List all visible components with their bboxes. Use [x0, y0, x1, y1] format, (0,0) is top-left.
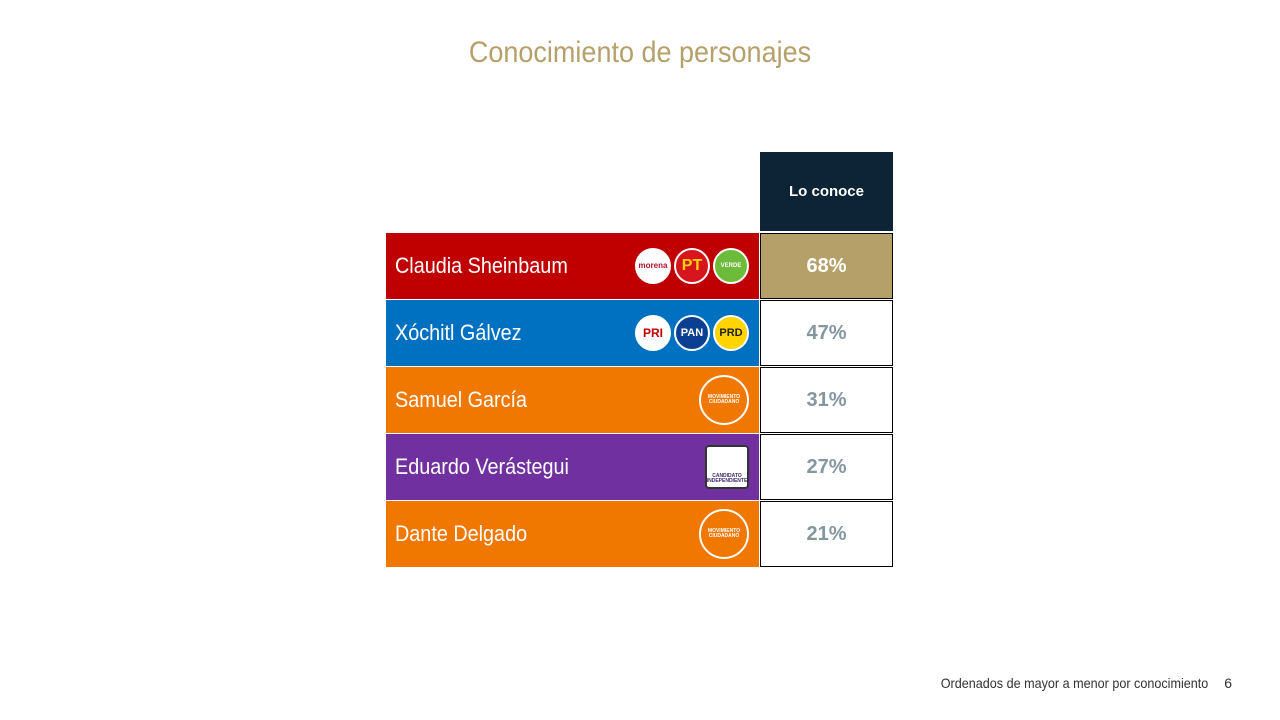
- candidate-name: Dante Delgado: [395, 521, 528, 546]
- value-cell: 27%: [760, 434, 893, 500]
- party-logo: MOVIMIENTO CIUDADANO: [699, 375, 749, 425]
- title: Conocimiento de personajes: [468, 36, 812, 69]
- table-row: Dante Delgado MOVIMIENTO CIUDADANO 21%: [386, 501, 893, 567]
- name-cell: Dante Delgado MOVIMIENTO CIUDADANO: [386, 501, 759, 567]
- party-logo: PT: [674, 248, 710, 284]
- value-cell: 21%: [760, 501, 893, 567]
- name-cell: Samuel García MOVIMIENTO CIUDADANO: [386, 367, 759, 433]
- party-logos: MOVIMIENTO CIUDADANO: [699, 501, 749, 567]
- party-logo: morena: [635, 248, 671, 284]
- name-cell: Eduardo Verástegui CANDIDATO INDEPENDIENT…: [386, 434, 759, 500]
- column-header: Lo conoce: [760, 152, 893, 231]
- footnote: Ordenados de mayor a menor por conocimie…: [940, 675, 1208, 691]
- party-logo: PRI: [635, 315, 671, 351]
- party-logo: VERDE: [713, 248, 749, 284]
- name-cell: Xóchitl Gálvez PRI PAN PRD: [386, 300, 759, 366]
- party-logos: MOVIMIENTO CIUDADANO: [699, 367, 749, 433]
- table-row: Xóchitl Gálvez PRI PAN PRD 47%: [386, 300, 893, 366]
- party-logos: CANDIDATO INDEPENDIENTE: [705, 434, 749, 500]
- candidate-name: Eduardo Verástegui: [395, 454, 569, 479]
- value-cell: 68%: [760, 233, 893, 299]
- party-logo: PRD: [713, 315, 749, 351]
- party-logos: morena PT VERDE: [635, 233, 749, 299]
- name-cell: Claudia Sheinbaum morena PT VERDE: [386, 233, 759, 299]
- party-logo: PAN: [674, 315, 710, 351]
- value-cell: 47%: [760, 300, 893, 366]
- candidate-name: Claudia Sheinbaum: [395, 253, 568, 278]
- party-logo: MOVIMIENTO CIUDADANO: [699, 509, 749, 559]
- table-row: Eduardo Verástegui CANDIDATO INDEPENDIENT…: [386, 434, 893, 500]
- candidate-name: Xóchitl Gálvez: [395, 320, 522, 345]
- party-logos: PRI PAN PRD: [635, 300, 749, 366]
- page-number: 6: [1224, 675, 1232, 691]
- value-cell: 31%: [760, 367, 893, 433]
- party-logo: CANDIDATO INDEPENDIENTE: [705, 445, 749, 489]
- candidate-name: Samuel García: [395, 387, 528, 412]
- table-row: Samuel García MOVIMIENTO CIUDADANO 31%: [386, 367, 893, 433]
- table-row: Claudia Sheinbaum morena PT VERDE 68%: [386, 233, 893, 299]
